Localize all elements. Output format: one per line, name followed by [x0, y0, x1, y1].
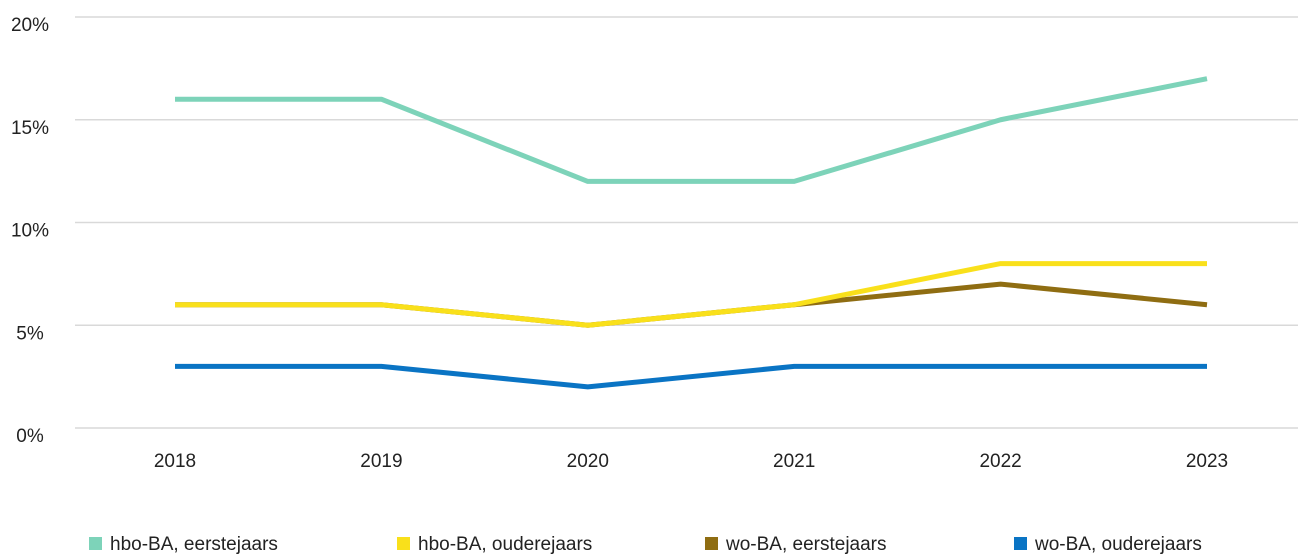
x-tick-label: 2019 [360, 451, 402, 472]
legend-swatch [89, 537, 102, 550]
series-line [175, 76, 1208, 184]
y-tick-label: 5% [16, 323, 44, 344]
x-tick-label: 2022 [979, 451, 1021, 472]
legend-swatch [705, 537, 718, 550]
legend-label: wo-BA, eerstejaars [725, 534, 887, 554]
series-line [175, 261, 1207, 328]
legend-label: hbo-BA, ouderejaars [418, 534, 592, 554]
x-tick-label: 2023 [1186, 451, 1228, 472]
y-tick-label: 15% [11, 118, 49, 139]
x-tick-label: 2020 [567, 451, 609, 472]
y-tick-label: 10% [11, 221, 49, 242]
legend-swatch [1014, 537, 1027, 550]
legend-swatch [397, 537, 410, 550]
y-tick-label: 0% [16, 426, 44, 447]
y-tick-label: 20% [11, 15, 49, 36]
x-tick-label: 2018 [154, 451, 196, 472]
legend-label: wo-BA, ouderejaars [1034, 534, 1202, 554]
x-tick-label: 2021 [773, 451, 815, 472]
legend-label: hbo-BA, eerstejaars [110, 534, 278, 554]
series-line [175, 363, 1207, 390]
